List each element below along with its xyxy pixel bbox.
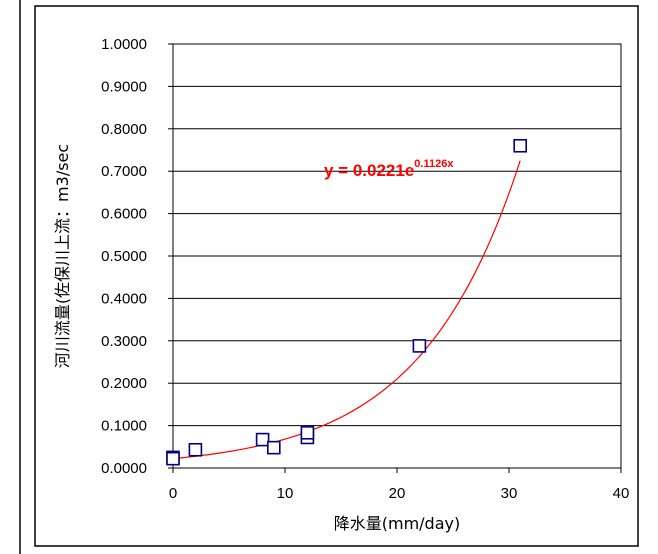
chart-frame: [34, 5, 639, 547]
data-point: [513, 138, 528, 153]
y-tick-label: 0.2000: [101, 375, 147, 392]
y-axis-title: 河川流量(佐保川上流：m3/sec: [53, 144, 72, 368]
data-point: [266, 440, 281, 455]
x-tick-label: 30: [501, 485, 518, 502]
y-tick-label: 0.1000: [101, 418, 147, 435]
x-tick-label: 20: [389, 485, 406, 502]
y-tick-label: 0.6000: [101, 206, 147, 223]
y-tick-label: 0.7000: [101, 163, 147, 180]
data-point: [300, 426, 315, 440]
y-tick-label: 0.4000: [101, 290, 147, 307]
data-point: [188, 442, 203, 457]
x-tick-label: 40: [613, 485, 630, 502]
y-tick-label: 0.8000: [101, 121, 147, 138]
data-point: [166, 451, 180, 466]
data-point: [255, 432, 270, 447]
y-axis-ticks: 0.0000 0.1000 0.2000 0.3000 0.4000 0.5000 0.60…: [101, 36, 173, 477]
x-tick-label: 10: [277, 485, 294, 502]
x-tick-label: 0: [169, 485, 177, 502]
trendline-equation: y = 0.0221e0.1126x: [324, 158, 454, 180]
x-axis-title: 降水量(mm/day): [334, 514, 460, 533]
y-tick-label: 0.0000: [101, 460, 147, 477]
trendline: [172, 160, 521, 460]
data-point: [412, 339, 427, 353]
y-tick-label: 0.5000: [101, 248, 147, 265]
y-tick-label: 0.9000: [101, 78, 147, 95]
x-axis-ticks: 0 10 20 30 40: [169, 468, 630, 502]
y-tick-label: 0.3000: [101, 333, 147, 350]
y-tick-label: 1.0000: [101, 36, 147, 53]
data-points: [166, 138, 528, 466]
